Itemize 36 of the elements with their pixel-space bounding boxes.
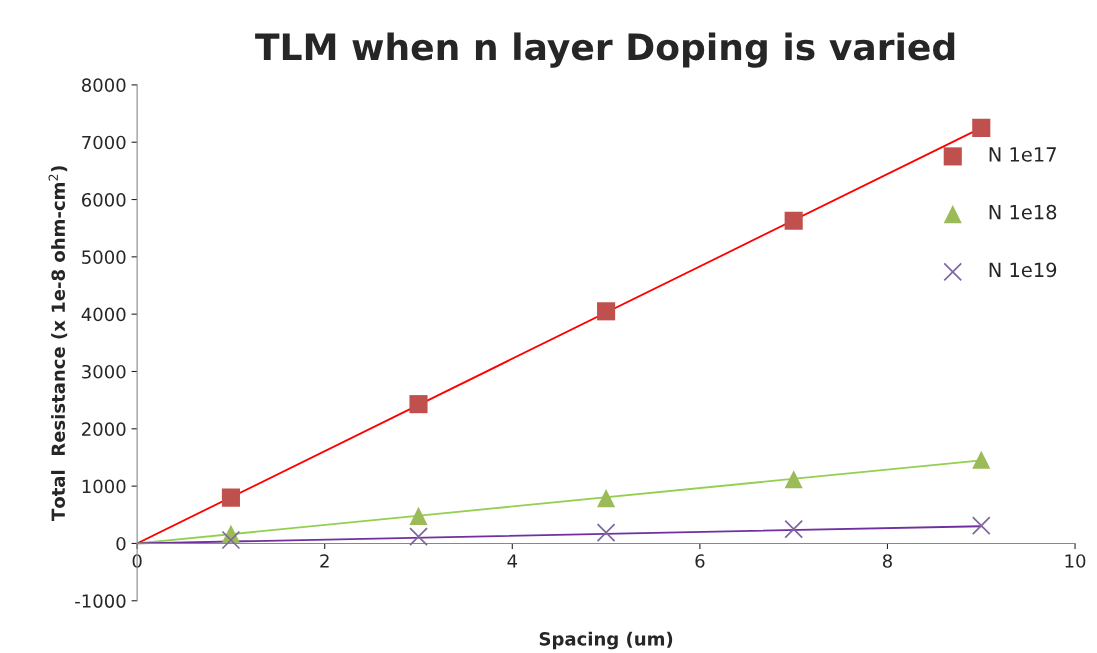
y-tick-label: 1000	[82, 479, 126, 494]
x-tick-label: 8	[882, 554, 892, 568]
x-tick-label: 10	[1065, 554, 1086, 568]
point	[221, 488, 240, 507]
point	[784, 211, 803, 230]
chart-title: TLM when n layer Doping is varied	[255, 32, 955, 68]
y-tick-label: 3000	[82, 364, 126, 379]
point	[221, 530, 241, 550]
y-tick-label: 6000	[82, 192, 126, 207]
x-axis-title: Spacing (um)	[539, 631, 673, 650]
point	[409, 506, 428, 525]
point	[972, 450, 991, 469]
y-tick-label: 2000	[82, 422, 126, 436]
point	[597, 302, 616, 321]
y-tick-label: 8000	[81, 78, 126, 93]
x-tick-label: 4	[507, 554, 518, 568]
x-tick-label: 2	[320, 554, 329, 568]
point	[784, 470, 803, 489]
y-tick-label: 7000	[82, 135, 126, 150]
point	[597, 489, 616, 508]
y-tick-label: 4000	[81, 307, 126, 322]
x-tick-label: 0	[132, 554, 142, 568]
legend-label: N 1e18	[989, 204, 1057, 220]
point	[971, 516, 991, 536]
x-tick-label: 6	[695, 554, 705, 568]
point	[596, 523, 616, 542]
y-axis-title: Total Resistance (x 1e-8 ohm-cm$^{2}$)	[48, 166, 68, 521]
point	[409, 395, 428, 414]
y-tick-label: 5000	[82, 250, 126, 264]
point	[409, 527, 428, 546]
legend-label: N 1e19	[989, 262, 1057, 278]
point	[972, 118, 991, 137]
point	[784, 519, 804, 539]
y-tick-label: 0	[116, 536, 126, 551]
legend-label: N 1e17	[989, 147, 1056, 162]
y-tick-label: -1000	[75, 594, 126, 608]
